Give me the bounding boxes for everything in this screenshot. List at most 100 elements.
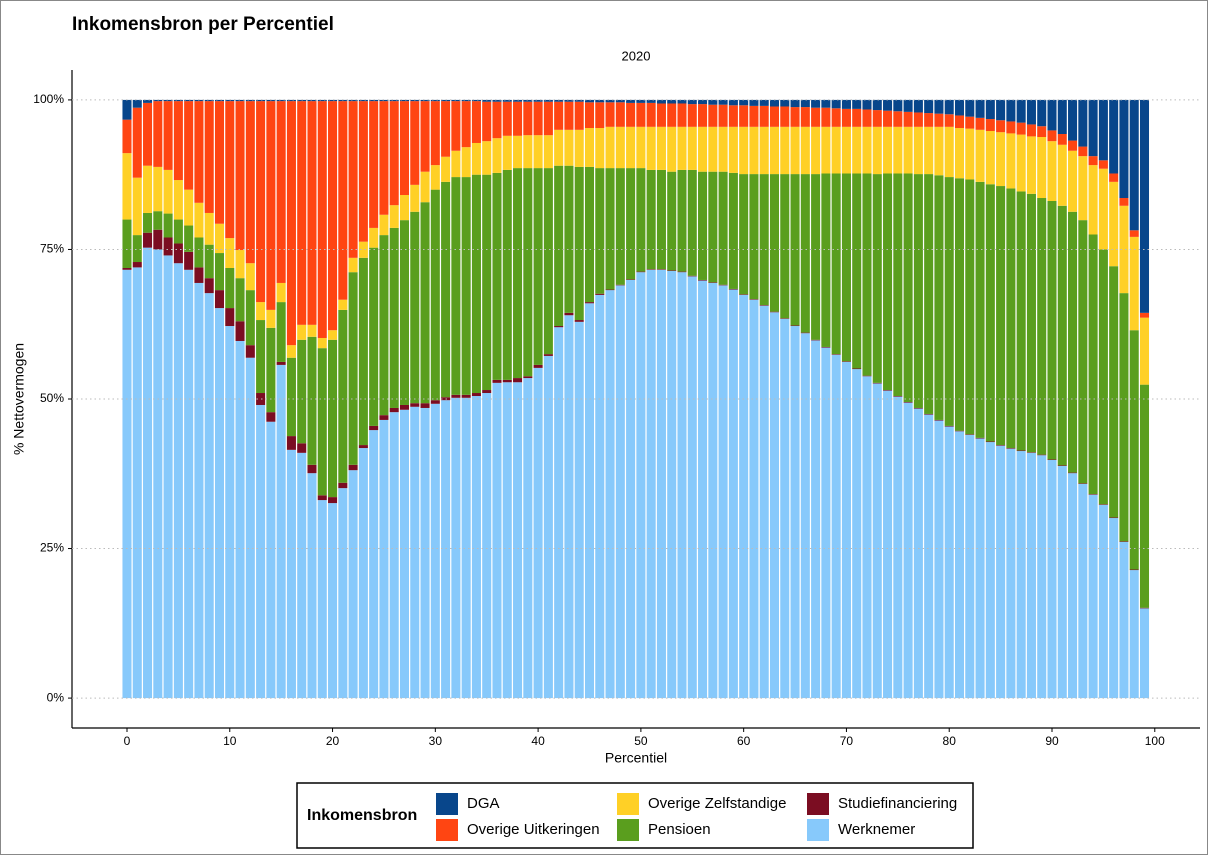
- bar-segment: [389, 99, 399, 102]
- bar-segment: [975, 117, 985, 130]
- bar-segment: [841, 126, 851, 174]
- bar-segment: [1037, 126, 1047, 137]
- bar-segment: [677, 272, 687, 699]
- bar-segment: [317, 337, 327, 349]
- bar-segment: [780, 99, 790, 107]
- bar-segment: [954, 178, 965, 431]
- bar-segment: [728, 288, 738, 290]
- bar-segment: [893, 396, 903, 397]
- bar-segment: [451, 101, 461, 151]
- bar-segment: [461, 101, 471, 148]
- bar-segment: [852, 108, 862, 127]
- bar-segment: [790, 326, 800, 699]
- bar-segment: [636, 271, 646, 273]
- bar-segment: [965, 116, 975, 129]
- bar-segment: [225, 308, 235, 327]
- legend-swatch: [617, 793, 639, 815]
- bar-segment: [954, 431, 965, 699]
- bar-segment: [225, 326, 235, 699]
- bar-segment: [996, 445, 1006, 699]
- bar-segment: [862, 99, 872, 110]
- bar-segment: [1047, 201, 1057, 460]
- bar-segment: [564, 165, 574, 313]
- bar-segment: [1026, 99, 1036, 125]
- bar-segment: [996, 445, 1006, 446]
- bar-segment: [194, 101, 204, 203]
- y-tick-label: 0%: [47, 690, 65, 704]
- bar-segment: [1026, 452, 1036, 699]
- bar-segment: [708, 282, 718, 283]
- bar-segment: [790, 99, 800, 108]
- bar-segment: [656, 103, 666, 127]
- bar-segment: [841, 108, 851, 127]
- bar-segment: [173, 243, 183, 264]
- bar-segment: [235, 101, 245, 251]
- bar-segment: [1098, 504, 1108, 505]
- bar-segment: [132, 235, 142, 263]
- bar-segment: [852, 99, 862, 109]
- bar-segment: [1016, 450, 1026, 452]
- bar-segment: [184, 189, 194, 226]
- bar-segment: [728, 172, 738, 289]
- bar-segment: [656, 269, 666, 699]
- bar-segment: [348, 101, 358, 258]
- bar-segment: [194, 282, 204, 699]
- x-tick-label: 80: [943, 734, 957, 748]
- bar-segment: [759, 305, 769, 699]
- bar-segment: [615, 99, 625, 103]
- bar-segment: [1068, 150, 1078, 212]
- bar-segment: [492, 101, 502, 139]
- bar-segment: [379, 214, 389, 236]
- bar-segment: [872, 110, 882, 127]
- bar-segment: [379, 419, 389, 699]
- bar-segment: [646, 126, 656, 170]
- bar-segment: [739, 294, 749, 699]
- bar-segment: [708, 99, 718, 105]
- bar-segment: [605, 290, 615, 699]
- bar-segment: [996, 132, 1006, 187]
- bar-segment: [461, 394, 471, 398]
- bar-segment: [410, 101, 420, 185]
- bar-segment: [122, 267, 132, 270]
- bar-segment: [276, 361, 286, 365]
- y-tick-label: 50%: [40, 391, 64, 405]
- bar-segment: [266, 309, 276, 328]
- bar-segment: [1016, 191, 1026, 451]
- bar-segment: [266, 99, 276, 102]
- bar-segment: [1078, 483, 1088, 699]
- bar-segment: [143, 232, 153, 248]
- bar-segment: [276, 101, 286, 283]
- bar-segment: [1047, 460, 1057, 699]
- bar-segment: [615, 102, 625, 127]
- bar-segment: [965, 434, 975, 699]
- bar-segment: [307, 101, 317, 325]
- bar-segment: [852, 368, 862, 370]
- bar-segment: [173, 99, 183, 102]
- bar-segment: [317, 500, 327, 699]
- bar-segment: [564, 99, 574, 102]
- bar-segment: [554, 165, 564, 327]
- bar-segment: [235, 278, 245, 322]
- bar-segment: [708, 126, 718, 172]
- bar-segment: [502, 379, 512, 383]
- bar-segment: [143, 102, 153, 166]
- bar-segment: [934, 419, 944, 421]
- bar-segment: [1109, 266, 1119, 518]
- bar-segment: [574, 321, 584, 699]
- x-axis-label: Percentiel: [605, 750, 667, 766]
- bar-segment: [153, 211, 163, 230]
- bar-segment: [1068, 472, 1078, 474]
- bar-segment: [348, 99, 358, 102]
- bar-segment: [1109, 181, 1119, 267]
- bar-segment: [1129, 570, 1139, 699]
- x-tick-label: 50: [634, 734, 648, 748]
- bar-segment: [698, 279, 708, 281]
- bar-segment: [173, 101, 183, 181]
- bar-segment: [841, 361, 851, 362]
- bar-segment: [626, 102, 636, 127]
- bar-segment: [862, 109, 872, 127]
- bar-segment: [153, 99, 163, 102]
- bar-segment: [369, 430, 379, 699]
- bar-segment: [985, 442, 995, 699]
- bar-segment: [913, 174, 923, 408]
